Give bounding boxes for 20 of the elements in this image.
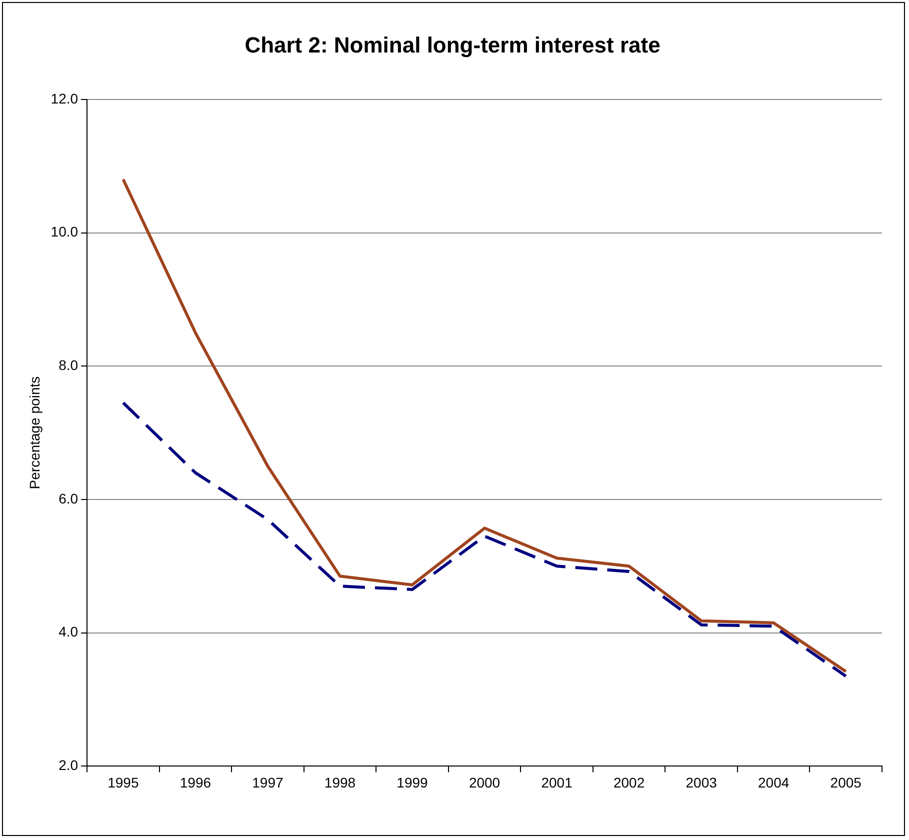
x-tick-label: 1995 [108, 774, 139, 790]
y-axis-title: Percentage points [26, 376, 42, 490]
x-tick-label: 2003 [686, 774, 718, 790]
y-tick-label: 6.0 [58, 490, 78, 506]
y-tick-label: 2.0 [58, 757, 78, 774]
chart-title: Chart 2: Nominal long-term interest rate [244, 32, 660, 58]
y-tick-label: 10.0 [50, 224, 78, 240]
y-tick-label: 12.0 [50, 90, 78, 106]
x-tick-label: 1997 [252, 774, 284, 790]
x-tick-label: 2002 [613, 774, 645, 790]
x-tick-label: 1996 [180, 774, 212, 790]
x-tick-label: 2000 [468, 774, 500, 790]
x-tick-label: 1999 [396, 774, 428, 790]
x-tick-label: 1998 [324, 774, 356, 790]
y-tick-label: 4.0 [58, 624, 78, 640]
x-tick-label: 2005 [830, 774, 862, 790]
y-tick-label: 8.0 [58, 356, 78, 373]
x-tick-label: 2004 [758, 774, 790, 790]
x-tick-label: 2001 [541, 774, 573, 790]
line-series [122, 401, 848, 678]
